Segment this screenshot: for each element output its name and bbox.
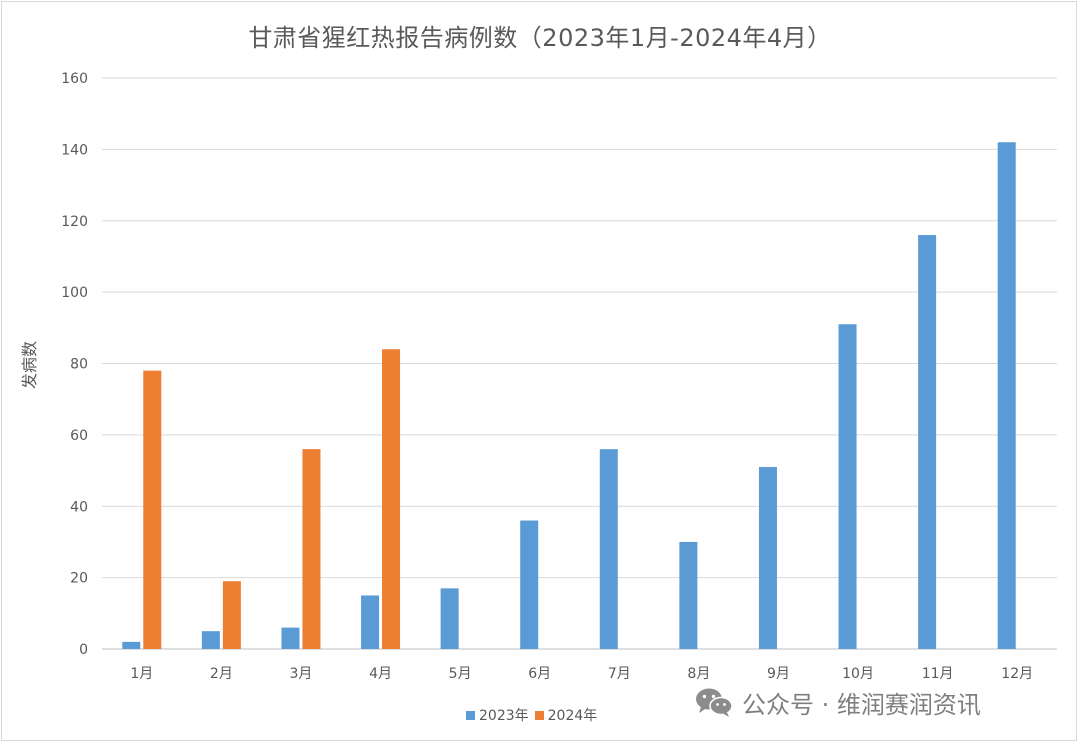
bar-2023年-10月 (838, 324, 857, 649)
bar-2024年-3月 (302, 449, 321, 649)
x-tick-label: 7月 (608, 666, 631, 682)
y-tick-label: 120 (61, 214, 88, 230)
x-tick-label: 4月 (369, 666, 392, 682)
bar-2023年-7月 (599, 449, 618, 649)
y-tick-label: 60 (70, 428, 88, 444)
legend-swatch-2024 (534, 710, 544, 720)
bar-2023年-3月 (281, 627, 300, 649)
bar-2023年-2月 (201, 631, 220, 649)
legend-label-2024: 2024年 (547, 708, 598, 724)
bar-2023年-6月 (520, 520, 539, 649)
bar-2023年-9月 (758, 466, 777, 649)
y-tick-label: 100 (61, 285, 88, 301)
bar-2023年-12月 (997, 142, 1016, 650)
x-tick-label: 8月 (687, 666, 710, 682)
gridlines (102, 77, 1057, 650)
bar-2023年-8月 (679, 541, 698, 649)
bar-2024年-2月 (222, 581, 241, 649)
y-tick-label: 160 (61, 71, 88, 87)
x-tick-label: 3月 (289, 666, 312, 682)
bars (122, 142, 1016, 650)
y-tick-label: 80 (70, 357, 88, 373)
legend-item-2024: 2024年 (534, 705, 598, 725)
bar-2024年-4月 (382, 349, 401, 649)
bar-2023年-1月 (122, 641, 141, 649)
y-tick-labels: 0 20 40 60 80 100 120 140 160 (61, 71, 88, 658)
legend-label-2023: 2023年 (479, 708, 529, 724)
x-tick-label: 12月 (1001, 666, 1033, 682)
legend: 2023年 2024年 (466, 705, 603, 725)
x-tick-label: 5月 (449, 666, 472, 682)
x-tick-label: 9月 (767, 666, 790, 682)
y-tick-label: 140 (61, 142, 88, 158)
y-tick-label: 0 (79, 642, 88, 658)
wechat-icon (696, 688, 733, 717)
y-tick-label: 20 (70, 571, 88, 587)
x-tick-label: 2月 (210, 666, 233, 682)
bar-2023年-4月 (361, 595, 380, 649)
bar-2023年-5月 (440, 588, 459, 649)
x-tick-label: 6月 (528, 666, 551, 682)
bar-2024年-1月 (143, 370, 162, 649)
y-tick-label: 40 (70, 499, 88, 515)
legend-item-2023: 2023年 (466, 705, 529, 725)
watermark-text: 公众号 · 维润赛润资讯 (742, 690, 981, 719)
x-tick-label: 11月 (922, 666, 954, 682)
bar-2023年-11月 (918, 235, 937, 649)
x-tick-label: 1月 (130, 666, 153, 682)
x-tick-labels: 1月 2月 3月 4月 5月 6月 7月 8月 9月 10月 11月 12月 (130, 666, 1033, 682)
x-tick-label: 10月 (842, 666, 874, 682)
chart-title: 甘肃省猩红热报告病例数（2023年1月-2024年4月） (248, 24, 832, 52)
watermark: 公众号 · 维润赛润资讯 (694, 684, 981, 720)
legend-swatch-2023 (466, 710, 475, 720)
